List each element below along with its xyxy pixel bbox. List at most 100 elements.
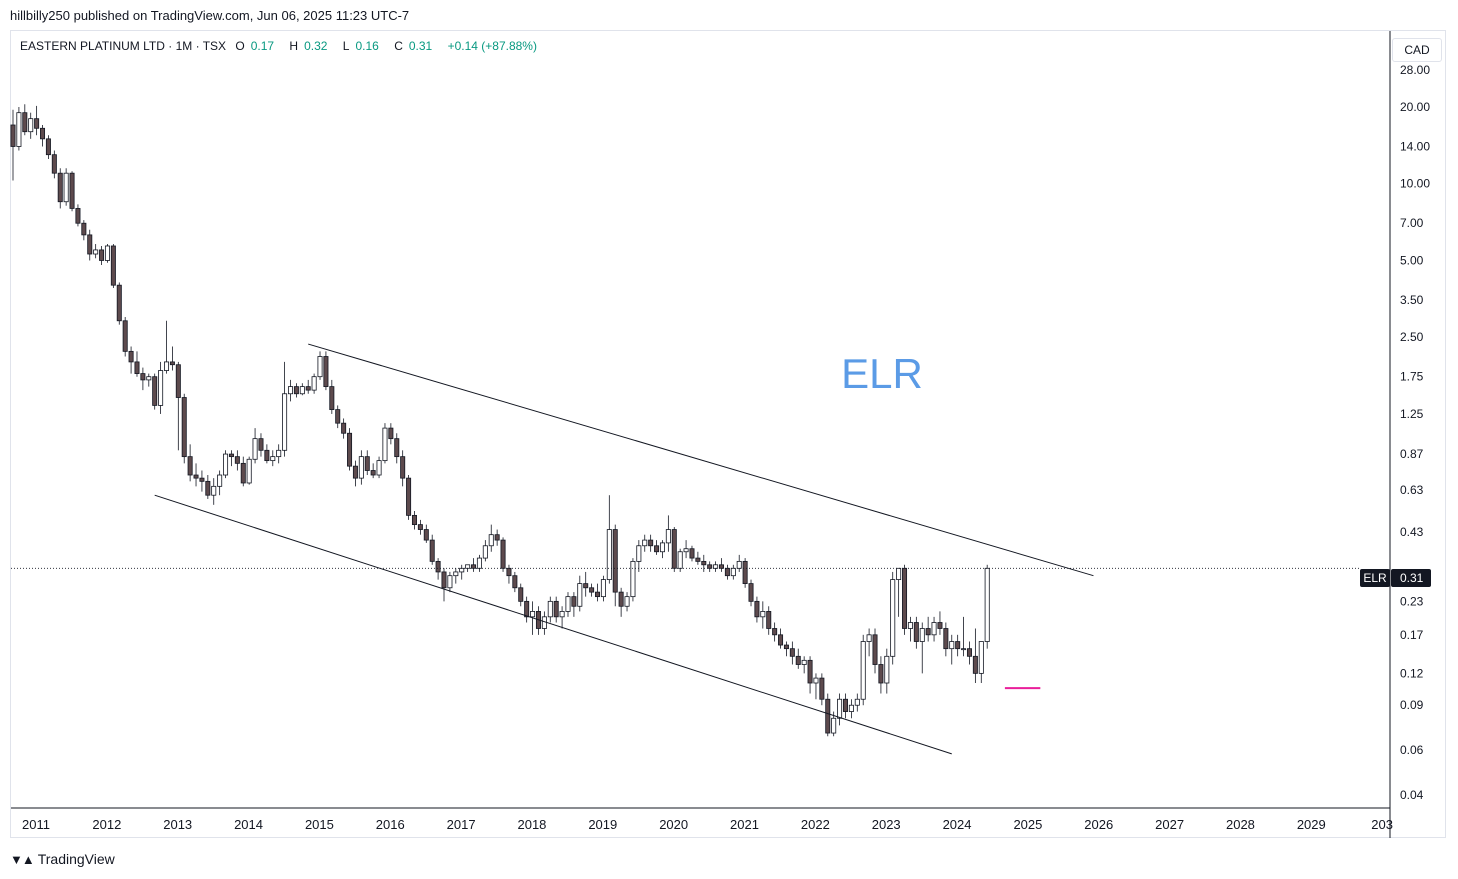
candle[interactable] — [376, 456, 382, 479]
candle[interactable] — [329, 379, 335, 414]
candle[interactable] — [665, 515, 671, 552]
candle[interactable] — [813, 673, 819, 700]
candle[interactable] — [400, 450, 406, 487]
candle[interactable] — [937, 611, 943, 635]
candle[interactable] — [689, 545, 695, 562]
candle[interactable] — [482, 540, 488, 562]
candle[interactable] — [28, 112, 34, 139]
candle[interactable] — [648, 534, 654, 552]
candle[interactable] — [972, 628, 978, 684]
candle[interactable] — [671, 527, 677, 572]
candle[interactable] — [169, 346, 175, 371]
candle[interactable] — [878, 656, 884, 694]
candle[interactable] — [45, 135, 51, 160]
candle[interactable] — [978, 641, 984, 684]
candle[interactable] — [22, 104, 28, 136]
candle[interactable] — [211, 478, 217, 505]
candle[interactable] — [476, 554, 482, 572]
candle[interactable] — [57, 168, 63, 209]
candle[interactable] — [146, 373, 152, 387]
candle[interactable] — [429, 534, 435, 565]
candle[interactable] — [87, 229, 93, 261]
candle[interactable] — [311, 373, 317, 394]
candle[interactable] — [730, 564, 736, 580]
candle[interactable] — [943, 622, 949, 657]
candle[interactable] — [199, 470, 205, 492]
candle[interactable] — [612, 524, 618, 607]
candle[interactable] — [358, 450, 364, 485]
candle[interactable] — [577, 575, 583, 612]
candle[interactable] — [955, 634, 961, 657]
candle[interactable] — [164, 320, 170, 374]
candle[interactable] — [766, 606, 772, 635]
candle[interactable] — [335, 405, 341, 429]
candle[interactable] — [494, 529, 500, 546]
candle[interactable] — [317, 351, 323, 380]
candle[interactable] — [134, 351, 140, 377]
candle[interactable] — [807, 656, 813, 694]
candle[interactable] — [630, 558, 636, 602]
candle[interactable] — [754, 596, 760, 623]
candle[interactable] — [724, 564, 730, 580]
candle[interactable] — [742, 558, 748, 588]
candle[interactable] — [860, 634, 866, 706]
candle[interactable] — [205, 475, 211, 499]
candle[interactable] — [801, 656, 807, 674]
candle[interactable] — [441, 568, 447, 602]
candle[interactable] — [931, 616, 937, 642]
legend-symbol[interactable]: EASTERN PLATINUM LTD · 1M · TSX — [20, 39, 227, 53]
candle[interactable] — [559, 606, 565, 629]
candle[interactable] — [772, 622, 778, 642]
candle[interactable] — [364, 450, 370, 476]
candle[interactable] — [701, 554, 707, 572]
candle[interactable] — [128, 346, 134, 374]
candle[interactable] — [890, 571, 896, 665]
candle[interactable] — [453, 568, 459, 584]
candle[interactable] — [748, 579, 754, 607]
candle[interactable] — [104, 244, 110, 263]
candle[interactable] — [642, 534, 648, 552]
candle[interactable] — [122, 317, 128, 357]
candle[interactable] — [447, 571, 453, 593]
candle[interactable] — [541, 611, 547, 635]
candle[interactable] — [518, 583, 524, 607]
candle[interactable] — [140, 367, 146, 391]
candle[interactable] — [69, 171, 75, 212]
candle[interactable] — [713, 561, 719, 572]
candle[interactable] — [589, 583, 595, 597]
candle[interactable] — [388, 423, 394, 445]
candle[interactable] — [175, 361, 181, 451]
candle[interactable] — [907, 616, 913, 642]
tradingview-footer[interactable]: ▼▲ TradingView — [10, 851, 115, 867]
candle[interactable] — [913, 616, 919, 649]
candle[interactable] — [352, 460, 358, 487]
candle[interactable] — [75, 204, 81, 227]
candle[interactable] — [842, 693, 848, 719]
candle[interactable] — [553, 596, 559, 623]
candle[interactable] — [966, 641, 972, 665]
candle[interactable] — [583, 571, 589, 597]
candle[interactable] — [276, 444, 282, 464]
candle[interactable] — [187, 444, 193, 482]
candle[interactable] — [789, 641, 795, 665]
candle[interactable] — [252, 428, 258, 464]
candle[interactable] — [93, 244, 99, 259]
candle[interactable] — [595, 583, 601, 602]
candle[interactable] — [866, 628, 872, 657]
candle[interactable] — [152, 373, 158, 410]
candle[interactable] — [624, 592, 630, 612]
candle[interactable] — [293, 383, 299, 398]
candle[interactable] — [565, 592, 571, 617]
candle[interactable] — [282, 361, 288, 457]
candle[interactable] — [919, 622, 925, 674]
candle[interactable] — [16, 107, 22, 151]
candle[interactable] — [600, 575, 606, 602]
candle[interactable] — [40, 124, 46, 147]
candle[interactable] — [264, 444, 270, 464]
candle[interactable] — [683, 540, 689, 559]
candle[interactable] — [707, 561, 713, 572]
candle[interactable] — [370, 463, 376, 479]
candle[interactable] — [81, 220, 87, 241]
candle[interactable] — [417, 519, 423, 535]
